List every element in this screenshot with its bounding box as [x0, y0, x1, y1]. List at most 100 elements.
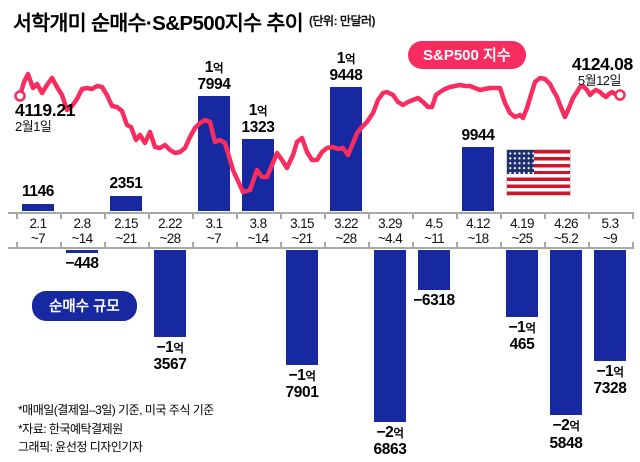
- bar-value-label-8: 1억 9448: [329, 49, 363, 85]
- axis-tick-top-12: [544, 212, 546, 219]
- axis-label-14: 5.3 ~9: [601, 216, 620, 246]
- eok-unit: 억: [213, 62, 224, 75]
- end-value: 4124.08: [571, 54, 633, 74]
- axis-tick-top-1: [60, 212, 62, 219]
- eok-unit: 억: [345, 53, 356, 66]
- axis-label-11: 4.12 ~18: [466, 216, 490, 246]
- bar-5: [198, 95, 230, 211]
- axis-tick-top-3: [148, 212, 150, 219]
- unit-note: (단위: 만달러): [309, 14, 376, 28]
- bar-value-label-3: 2351: [109, 175, 143, 193]
- axis-label-6: 3.8 ~14: [247, 216, 269, 246]
- bar-value-label-14: −1억 7328: [593, 362, 627, 398]
- sp500-line: [17, 71, 623, 195]
- eok-unit: 억: [257, 105, 268, 118]
- page-title: 서학개미 순매수·S&P500지수 추이: [13, 12, 304, 35]
- axis-label-3: 2.15 ~21: [114, 216, 138, 246]
- footer-notes: *매매일(결제일–3일) 기준, 미국 주식 기준 *자료: 한국예탁결제원 그…: [18, 401, 214, 457]
- axis-tick-top-11: [500, 212, 502, 219]
- sp500-legend-badge: S&P500 지수: [408, 41, 526, 69]
- us-flag-canton: [507, 150, 534, 175]
- eok-unit: 억: [613, 366, 624, 379]
- axis-baseline-top: [8, 212, 634, 214]
- net-buy-legend-badge: 순매수 규모: [32, 291, 137, 321]
- axis-tick-bottom-7: [324, 242, 326, 249]
- bar-3: [110, 195, 142, 211]
- bar-11: [462, 147, 494, 211]
- axis-tick-top-10: [456, 212, 458, 219]
- us-flag-icon: [506, 149, 571, 196]
- axis-tick-bottom-8: [368, 242, 370, 249]
- bar-13: [550, 250, 582, 416]
- bar-value-label-1: 1146: [21, 183, 55, 201]
- bar-10: [418, 250, 450, 291]
- axis-tick-bottom-14: [632, 242, 634, 249]
- bar-value-label-13: −2억 5848: [549, 417, 583, 452]
- axis-label-5: 3.1 ~7: [205, 216, 224, 246]
- axis-tick-bottom-6: [280, 242, 282, 249]
- axis-tick-top-2: [104, 212, 106, 219]
- bar-value-label-12: −1억 465: [508, 318, 536, 354]
- bar-7: [286, 250, 318, 365]
- eok-unit: 억: [393, 427, 404, 440]
- axis-label-13: 4.26 ~5.2: [553, 216, 579, 246]
- bar-value-label-5: 1억 7994: [197, 58, 231, 94]
- axis-label-12: 4.19 ~25: [510, 216, 534, 246]
- bar-value-label-10: −6318: [413, 292, 455, 310]
- axis-tick-bottom-4: [192, 242, 194, 249]
- start-value: 4119.21: [15, 100, 76, 120]
- eok-unit: 억: [173, 342, 184, 355]
- footer-note-2: *자료: 한국예탁결제원: [18, 421, 123, 436]
- line-start-marker: [14, 90, 26, 102]
- axis-label-9: 3.29 ~4.4: [377, 216, 403, 246]
- axis-tick-top-6: [280, 212, 282, 219]
- bar-value-label-6: 1억 1323: [241, 101, 275, 137]
- axis-tick-bottom-11: [500, 242, 502, 249]
- line-start-label: 4119.21 2월1일: [15, 100, 76, 134]
- axis-tick-top-4: [192, 212, 194, 219]
- bar-value-label-9: −2억 6863: [373, 423, 407, 459]
- axis-tick-top-7: [324, 212, 326, 219]
- axis-tick-top-8: [368, 212, 370, 219]
- axis-tick-bottom-12: [544, 242, 546, 249]
- bar-14: [594, 250, 626, 361]
- bar-value-label-7: −1억 7901: [285, 366, 319, 402]
- eok-unit: 억: [569, 421, 580, 434]
- bar-value-label-4: −1억 3567: [153, 338, 187, 374]
- axis-tick-bottom-3: [148, 242, 150, 249]
- axis-tick-bottom-13: [588, 242, 590, 249]
- axis-baseline-bottom: [8, 247, 634, 249]
- axis-tick-bottom-9: [412, 242, 414, 249]
- axis-label-4: 2.22 ~28: [158, 216, 182, 246]
- bar-value-label-11: 9944: [461, 126, 495, 144]
- footer-note-3: 그래픽: 윤선정 디자인기자: [18, 440, 143, 454]
- bar-value-label-2: −448: [65, 254, 99, 272]
- bar-9: [374, 250, 406, 422]
- axis-tick-top-5: [236, 212, 238, 219]
- axis-label-10: 4.5 ~11: [423, 216, 445, 246]
- bar-4: [154, 250, 186, 337]
- axis-tick-bottom-0: [16, 242, 18, 249]
- axis-tick-bottom-10: [456, 242, 458, 249]
- eok-unit: 억: [305, 370, 316, 383]
- axis-tick-top-14: [632, 212, 634, 219]
- eok-unit: 억: [525, 322, 536, 335]
- bar-1: [22, 203, 54, 211]
- axis-tick-top-0: [16, 212, 18, 219]
- axis-tick-bottom-5: [236, 242, 238, 249]
- line-end-label: 4124.08 5월12일: [572, 55, 633, 88]
- axis-tick-bottom-2: [104, 242, 106, 249]
- axis-label-8: 3.22 ~28: [334, 216, 358, 246]
- line-end-marker: [614, 89, 626, 101]
- axis-label-7: 3.15 ~21: [290, 216, 314, 246]
- axis-tick-bottom-1: [60, 242, 62, 249]
- footer-note-1: *매매일(결제일–3일) 기준, 미국 주식 기준: [18, 403, 214, 417]
- bar-2: [66, 250, 98, 253]
- axis-label-1: 2.1 ~7: [29, 216, 48, 246]
- axis-tick-top-9: [412, 212, 414, 219]
- end-date: 5월12일: [577, 73, 622, 88]
- axis-label-2: 2.8 ~14: [71, 216, 93, 246]
